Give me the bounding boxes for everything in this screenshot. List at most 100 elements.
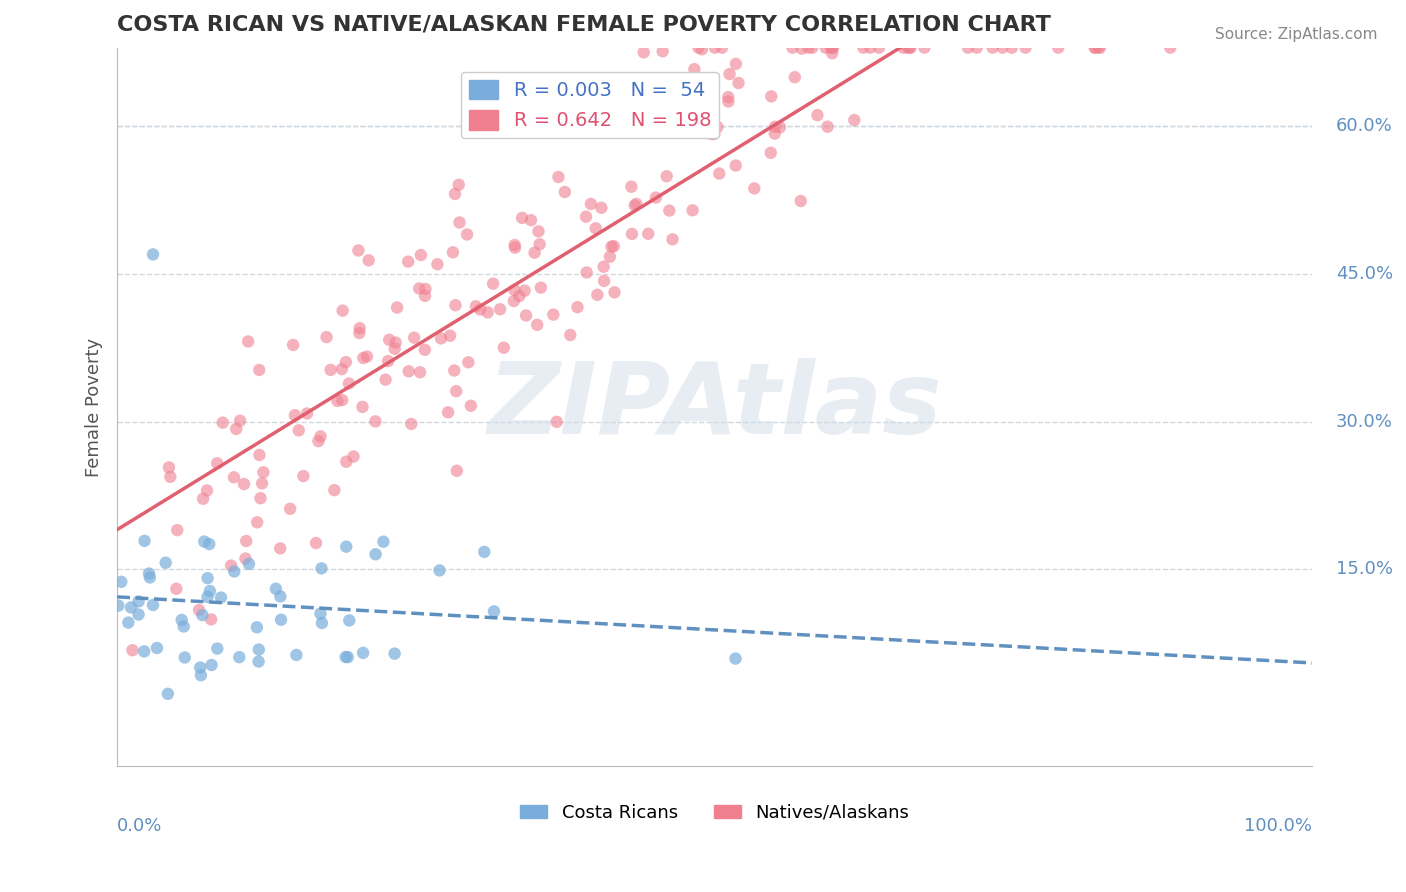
Natives/Alaskans [711,40,734,54]
Natives/Alaskans [249,491,271,506]
Natives/Alaskans [1084,40,1107,54]
Natives/Alaskans [449,215,471,229]
Natives/Alaskans [683,62,706,77]
Natives/Alaskans [443,363,465,377]
Natives/Alaskans [446,464,468,478]
Natives/Alaskans [222,470,245,484]
Natives/Alaskans [543,308,565,322]
Natives/Alaskans [489,302,512,317]
Natives/Alaskans [957,40,980,54]
Natives/Alaskans [790,42,813,56]
Natives/Alaskans [356,350,378,364]
Natives/Alaskans [893,40,915,54]
Y-axis label: Female Poverty: Female Poverty [86,337,103,476]
Natives/Alaskans [319,363,342,377]
Natives/Alaskans [229,414,252,428]
Natives/Alaskans [782,40,804,54]
Natives/Alaskans [823,40,845,54]
Natives/Alaskans [724,57,747,71]
Natives/Alaskans [821,46,844,61]
Natives/Alaskans [546,415,568,429]
Natives/Alaskans [897,40,920,54]
Costa Ricans [724,651,747,665]
Natives/Alaskans [278,501,301,516]
Text: COSTA RICAN VS NATIVE/ALASKAN FEMALE POVERTY CORRELATION CHART: COSTA RICAN VS NATIVE/ALASKAN FEMALE POV… [117,15,1052,35]
Natives/Alaskans [269,541,291,556]
Natives/Alaskans [700,127,723,141]
Natives/Alaskans [503,283,526,297]
Natives/Alaskans [658,203,681,218]
Natives/Alaskans [966,40,988,54]
Natives/Alaskans [703,40,725,54]
Natives/Alaskans [444,384,467,398]
Natives/Alaskans [330,392,353,407]
Costa Ricans [107,599,129,613]
Natives/Alaskans [357,253,380,268]
Natives/Alaskans [292,469,315,483]
Natives/Alaskans [502,293,524,308]
Costa Ricans [472,545,495,559]
Natives/Alaskans [520,213,543,227]
Natives/Alaskans [717,90,740,104]
Natives/Alaskans [703,127,725,141]
Natives/Alaskans [633,45,655,60]
Natives/Alaskans [560,328,582,343]
Natives/Alaskans [295,407,318,421]
Text: 45.0%: 45.0% [1336,265,1393,283]
Natives/Alaskans [592,260,614,274]
Natives/Alaskans [1088,40,1111,54]
Natives/Alaskans [247,363,270,377]
Natives/Alaskans [335,355,357,369]
Natives/Alaskans [426,257,449,271]
Natives/Alaskans [349,326,371,340]
Costa Ricans [146,640,169,655]
Natives/Alaskans [814,40,837,54]
Natives/Alaskans [914,40,936,54]
Costa Ricans [384,647,406,661]
Costa Ricans [198,537,221,551]
Natives/Alaskans [349,321,371,335]
Costa Ricans [336,650,359,665]
Natives/Alaskans [1084,40,1107,54]
Natives/Alaskans [661,232,683,246]
Natives/Alaskans [727,76,749,90]
Natives/Alaskans [527,224,550,238]
Natives/Alaskans [121,643,143,657]
Natives/Alaskans [817,120,839,134]
Natives/Alaskans [651,45,673,59]
Natives/Alaskans [763,120,786,134]
Natives/Alaskans [401,417,423,431]
Costa Ricans [190,668,212,682]
Natives/Alaskans [688,40,710,54]
Natives/Alaskans [671,93,693,107]
Costa Ricans [209,591,232,605]
Natives/Alaskans [503,241,526,255]
Natives/Alaskans [1014,40,1036,54]
Costa Ricans [173,650,195,665]
Natives/Alaskans [439,328,461,343]
Natives/Alaskans [398,364,420,378]
Natives/Alaskans [188,603,211,617]
Natives/Alaskans [718,67,741,81]
Natives/Alaskans [307,434,329,449]
Natives/Alaskans [1047,40,1070,54]
Natives/Alaskans [503,238,526,252]
Natives/Alaskans [335,455,357,469]
Natives/Alaskans [191,491,214,506]
Natives/Alaskans [378,333,401,347]
Natives/Alaskans [526,318,548,332]
Costa Ricans [197,590,219,604]
Natives/Alaskans [460,399,482,413]
Text: ZIPAtlas: ZIPAtlas [488,359,942,456]
Natives/Alaskans [492,341,515,355]
Costa Ricans [139,570,162,584]
Text: 15.0%: 15.0% [1336,560,1393,578]
Natives/Alaskans [396,254,419,268]
Costa Ricans [128,607,150,622]
Costa Ricans [364,547,387,561]
Natives/Alaskans [868,40,890,54]
Natives/Alaskans [352,351,374,365]
Natives/Alaskans [599,250,621,264]
Natives/Alaskans [347,244,370,258]
Natives/Alaskans [626,197,648,211]
